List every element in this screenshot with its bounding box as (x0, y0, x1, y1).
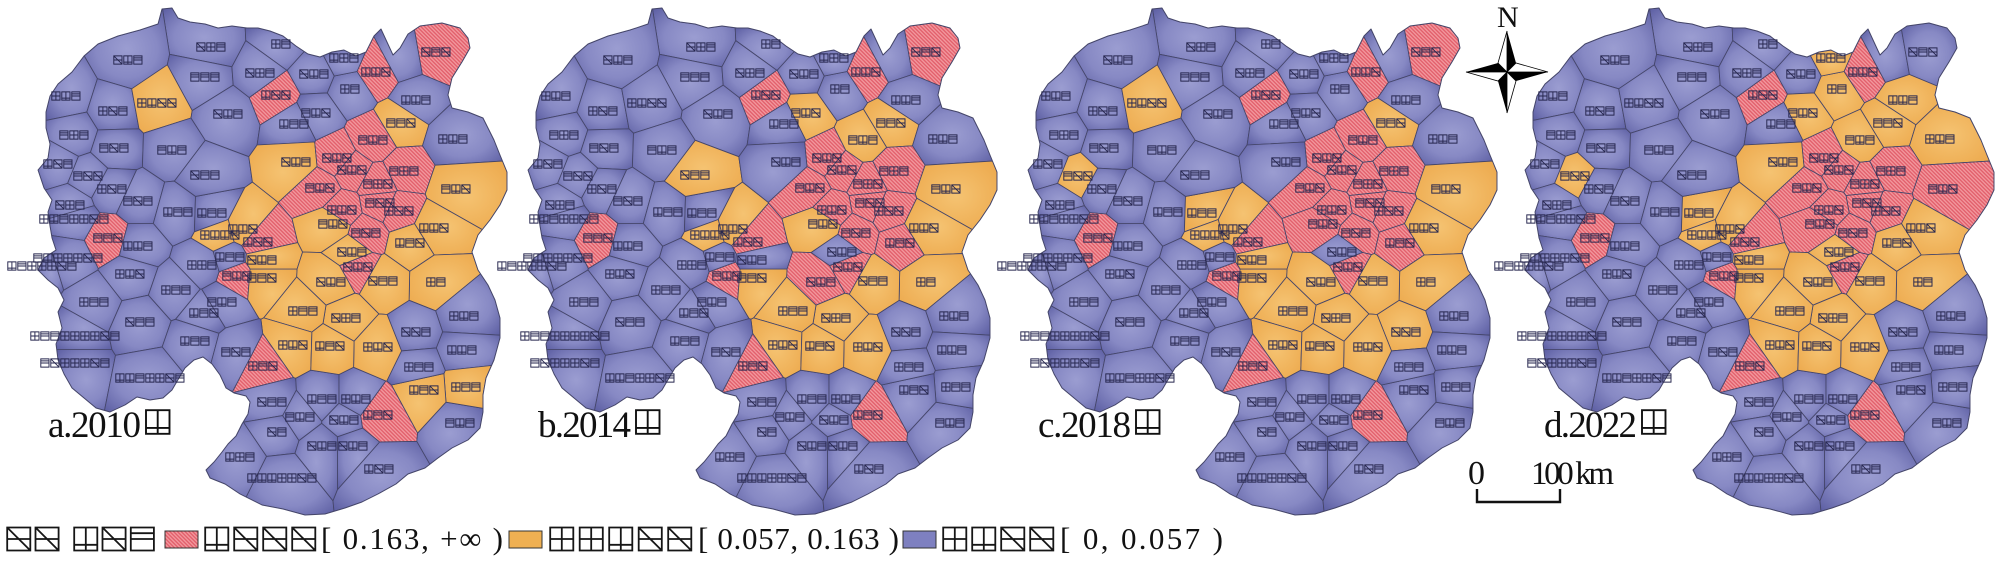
svg-text:a.2010: a.2010 (48, 405, 141, 446)
svg-text:[ 0.057, 0.163 ): [ 0.057, 0.163 ) (698, 521, 899, 556)
svg-text:[ 0.163, +∞ ): [ 0.163, +∞ ) (321, 521, 503, 556)
svg-text:0: 0 (1468, 455, 1485, 492)
svg-text:100 km: 100 km (1531, 456, 1614, 492)
svg-text:c.2018: c.2018 (1038, 405, 1131, 446)
svg-text:b.2014: b.2014 (538, 405, 631, 446)
svg-text:N: N (1497, 1, 1519, 34)
svg-text:[ 0, 0.057 ): [ 0, 0.057 ) (1060, 521, 1223, 556)
svg-text:d.2022: d.2022 (1544, 405, 1637, 446)
